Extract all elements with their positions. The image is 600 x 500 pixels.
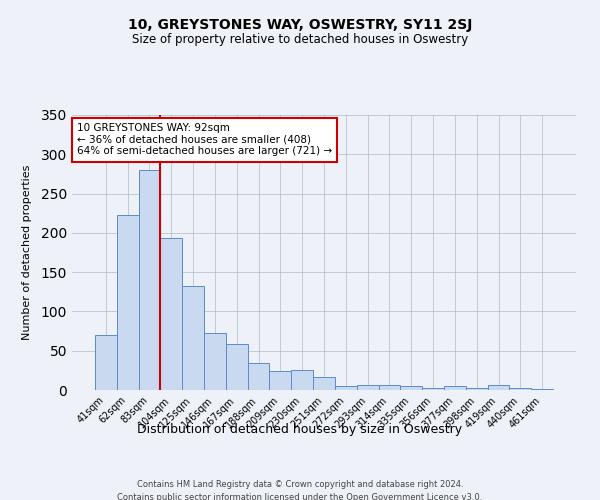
Bar (422, 388, 444, 390)
Text: 10, GREYSTONES WAY, OSWESTRY, SY11 2SJ: 10, GREYSTONES WAY, OSWESTRY, SY11 2SJ (128, 18, 472, 32)
Bar (248, 364, 269, 390)
Bar (313, 378, 335, 390)
Bar (509, 388, 531, 390)
Y-axis label: Number of detached properties: Number of detached properties (22, 165, 32, 340)
Text: Contains HM Land Registry data © Crown copyright and database right 2024.: Contains HM Land Registry data © Crown c… (137, 480, 463, 489)
Text: Contains public sector information licensed under the Open Government Licence v3: Contains public sector information licen… (118, 492, 482, 500)
Bar (444, 386, 466, 390)
Bar (95, 335, 117, 390)
Bar (226, 344, 248, 390)
Bar (400, 386, 422, 390)
Bar (357, 386, 379, 390)
Bar (379, 386, 400, 390)
Bar (488, 386, 509, 390)
Text: Size of property relative to detached houses in Oswestry: Size of property relative to detached ho… (132, 32, 468, 46)
Bar (182, 286, 204, 390)
Bar (139, 170, 160, 390)
Bar (531, 389, 553, 390)
Bar (269, 371, 291, 390)
Bar (160, 238, 182, 390)
Text: Distribution of detached houses by size in Oswestry: Distribution of detached houses by size … (137, 422, 463, 436)
Bar (335, 386, 357, 390)
Bar (466, 388, 488, 390)
Text: 10 GREYSTONES WAY: 92sqm
← 36% of detached houses are smaller (408)
64% of semi-: 10 GREYSTONES WAY: 92sqm ← 36% of detach… (77, 123, 332, 156)
Bar (117, 215, 139, 390)
Bar (204, 332, 226, 390)
Bar (291, 370, 313, 390)
